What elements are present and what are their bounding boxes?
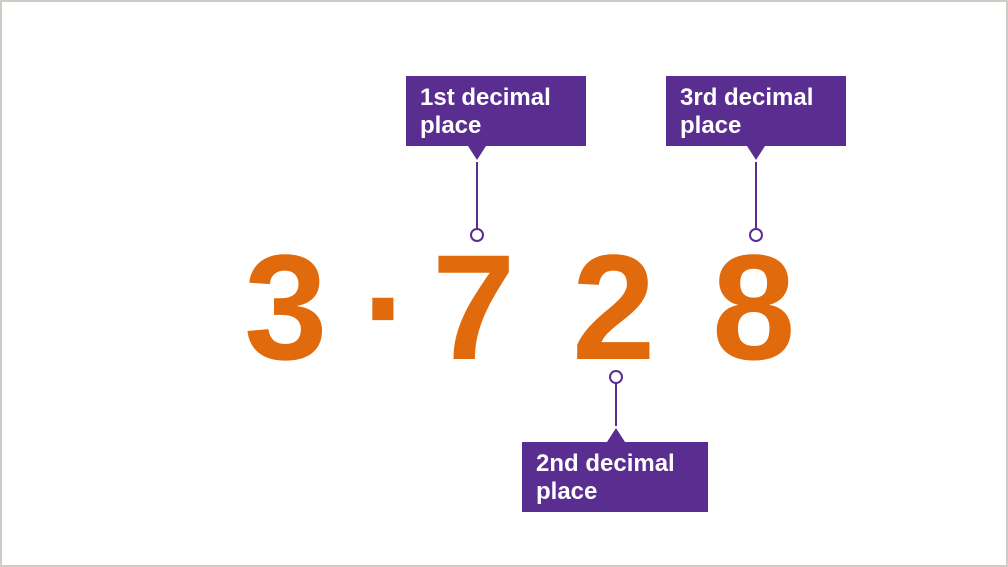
diagram-canvas: 3·7281st decimalplace3rd decimalplace2nd… bbox=[2, 2, 1006, 565]
callout-arrow-icon bbox=[747, 146, 765, 160]
label-first-decimal-place: 1st decimalplace bbox=[406, 76, 586, 146]
label-text-line1: 2nd decimal bbox=[536, 450, 694, 478]
connector-endpoint-icon bbox=[470, 228, 484, 242]
digit-8: 8 bbox=[712, 232, 795, 382]
label-text-line1: 3rd decimal bbox=[680, 84, 832, 112]
digit-3: 3 bbox=[244, 232, 327, 382]
label-text-line1: 1st decimal bbox=[420, 84, 572, 112]
label-text-line2: place bbox=[680, 112, 832, 140]
callout-connector bbox=[755, 162, 757, 235]
label-text-line2: place bbox=[420, 112, 572, 140]
connector-endpoint-icon bbox=[609, 370, 623, 384]
callout-arrow-icon bbox=[607, 428, 625, 442]
decimal-separator: · bbox=[362, 232, 412, 382]
digit-2: 2 bbox=[572, 232, 655, 382]
callout-arrow-icon bbox=[468, 146, 486, 160]
connector-endpoint-icon bbox=[749, 228, 763, 242]
callout-connector bbox=[615, 377, 617, 426]
label-second-decimal-place: 2nd decimalplace bbox=[522, 442, 708, 512]
digit-7: 7 bbox=[432, 232, 515, 382]
label-text-line2: place bbox=[536, 478, 694, 506]
callout-connector bbox=[476, 162, 478, 235]
label-third-decimal-place: 3rd decimalplace bbox=[666, 76, 846, 146]
